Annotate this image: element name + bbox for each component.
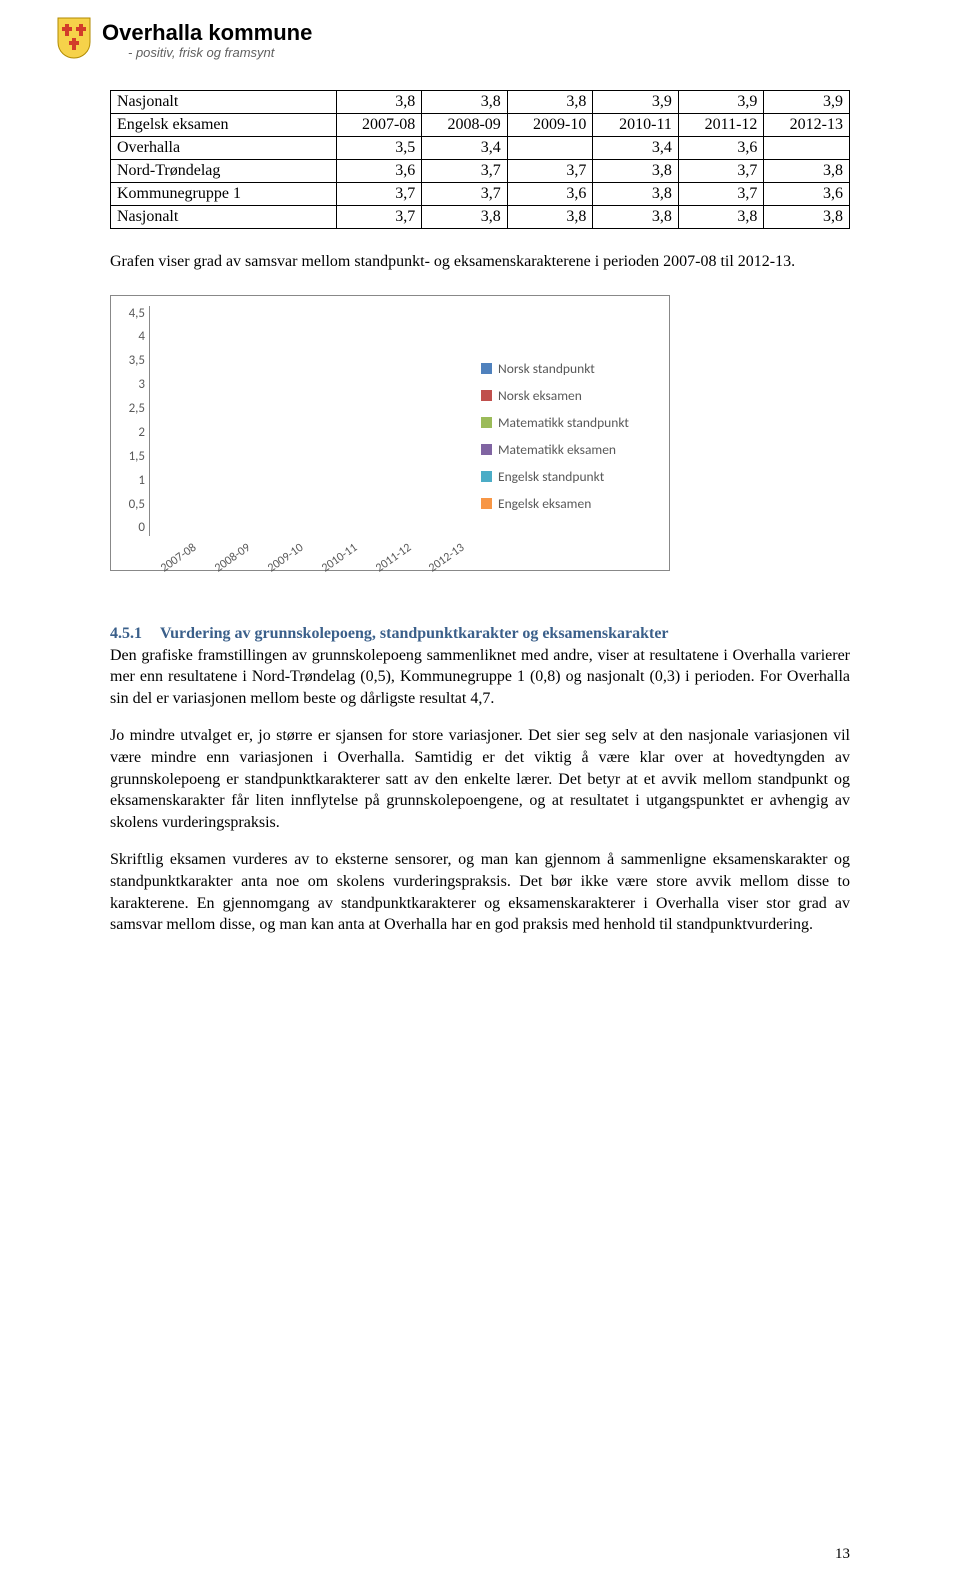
legend-swatch-icon [481, 390, 492, 401]
table-row-label: Nasjonalt [111, 91, 337, 114]
legend-label: Matematikk eksamen [498, 441, 616, 458]
table-row-label: Engelsk eksamen [111, 114, 337, 137]
table-cell: 2009-10 [507, 114, 593, 137]
table-cell: 3,8 [422, 206, 508, 229]
grades-table: Nasjonalt3,83,83,83,93,93,9Engelsk eksam… [110, 90, 850, 229]
table-cell: 3,7 [678, 183, 764, 206]
section-para-1: Den grafiske framstillingen av grunnskol… [110, 645, 850, 710]
table-cell: 2007-08 [336, 114, 422, 137]
legend-label: Engelsk eksamen [498, 495, 591, 512]
table-cell: 3,5 [336, 137, 422, 160]
table-cell: 3,6 [507, 183, 593, 206]
x-axis-labels: 2007-082008-092009-102010-112011-122012-… [149, 542, 471, 566]
table-cell: 3,4 [422, 137, 508, 160]
table-cell: 3,7 [422, 160, 508, 183]
table-cell: 3,7 [507, 160, 593, 183]
table-cell: 3,8 [593, 183, 679, 206]
legend-item: Matematikk eksamen [481, 441, 661, 458]
table-row-label: Overhalla [111, 137, 337, 160]
legend-item: Matematikk standpunkt [481, 414, 661, 431]
chart-intro-text: Grafen viser grad av samsvar mellom stan… [110, 251, 850, 273]
table-cell: 2012-13 [764, 114, 850, 137]
table-cell [764, 137, 850, 160]
page-number: 13 [835, 1546, 850, 1563]
table-cell: 3,7 [678, 160, 764, 183]
table-cell: 3,7 [336, 183, 422, 206]
legend-swatch-icon [481, 471, 492, 482]
table-cell: 2011-12 [678, 114, 764, 137]
legend-swatch-icon [481, 417, 492, 428]
section-heading: 4.5.1Vurdering av grunnskolepoeng, stand… [110, 625, 850, 643]
chart-plot-area [149, 306, 150, 536]
table-cell: 3,7 [422, 183, 508, 206]
legend-swatch-icon [481, 363, 492, 374]
table-cell: 3,9 [764, 91, 850, 114]
logo-shield-icon [56, 16, 92, 65]
y-axis-labels: 00,511,522,533,544,5 [119, 306, 149, 536]
legend-item: Engelsk standpunkt [481, 468, 661, 485]
grades-chart: 00,511,522,533,544,5 2007-082008-092009-… [110, 295, 670, 571]
table-cell: 3,8 [764, 160, 850, 183]
legend-label: Norsk eksamen [498, 387, 582, 404]
table-cell: 3,8 [593, 160, 679, 183]
table-cell: 3,9 [678, 91, 764, 114]
table-cell: 2008-09 [422, 114, 508, 137]
legend-item: Norsk eksamen [481, 387, 661, 404]
table-row-label: Nasjonalt [111, 206, 337, 229]
page-header: Overhalla kommune - positiv, frisk og fr… [56, 16, 312, 65]
table-cell: 3,8 [336, 91, 422, 114]
legend-item: Norsk standpunkt [481, 360, 661, 377]
section-title-text: Vurdering av grunnskolepoeng, standpunkt… [160, 625, 669, 642]
legend-label: Engelsk standpunkt [498, 468, 604, 485]
table-cell: 3,6 [678, 137, 764, 160]
table-cell: 3,8 [593, 206, 679, 229]
table-cell: 3,8 [764, 206, 850, 229]
table-cell: 3,8 [507, 206, 593, 229]
table-cell: 3,8 [507, 91, 593, 114]
table-row-label: Kommunegruppe 1 [111, 183, 337, 206]
legend-swatch-icon [481, 498, 492, 509]
section-number: 4.5.1 [110, 625, 160, 643]
section-para-3: Skriftlig eksamen vurderes av to ekstern… [110, 849, 850, 935]
table-row-label: Nord-Trøndelag [111, 160, 337, 183]
legend-label: Matematikk standpunkt [498, 414, 629, 431]
table-cell: 3,8 [422, 91, 508, 114]
legend-label: Norsk standpunkt [498, 360, 595, 377]
table-cell [507, 137, 593, 160]
chart-legend: Norsk standpunkt Norsk eksamen Matematikk … [471, 306, 661, 566]
municipality-name: Overhalla kommune [102, 22, 312, 44]
table-cell: 3,7 [336, 206, 422, 229]
table-cell: 3,8 [678, 206, 764, 229]
table-cell: 3,6 [764, 183, 850, 206]
legend-swatch-icon [481, 444, 492, 455]
section-para-2: Jo mindre utvalget er, jo større er sjan… [110, 725, 850, 833]
table-cell: 3,4 [593, 137, 679, 160]
municipality-slogan: - positiv, frisk og framsynt [128, 46, 312, 59]
table-cell: 3,6 [336, 160, 422, 183]
table-cell: 3,9 [593, 91, 679, 114]
legend-item: Engelsk eksamen [481, 495, 661, 512]
table-cell: 2010-11 [593, 114, 679, 137]
